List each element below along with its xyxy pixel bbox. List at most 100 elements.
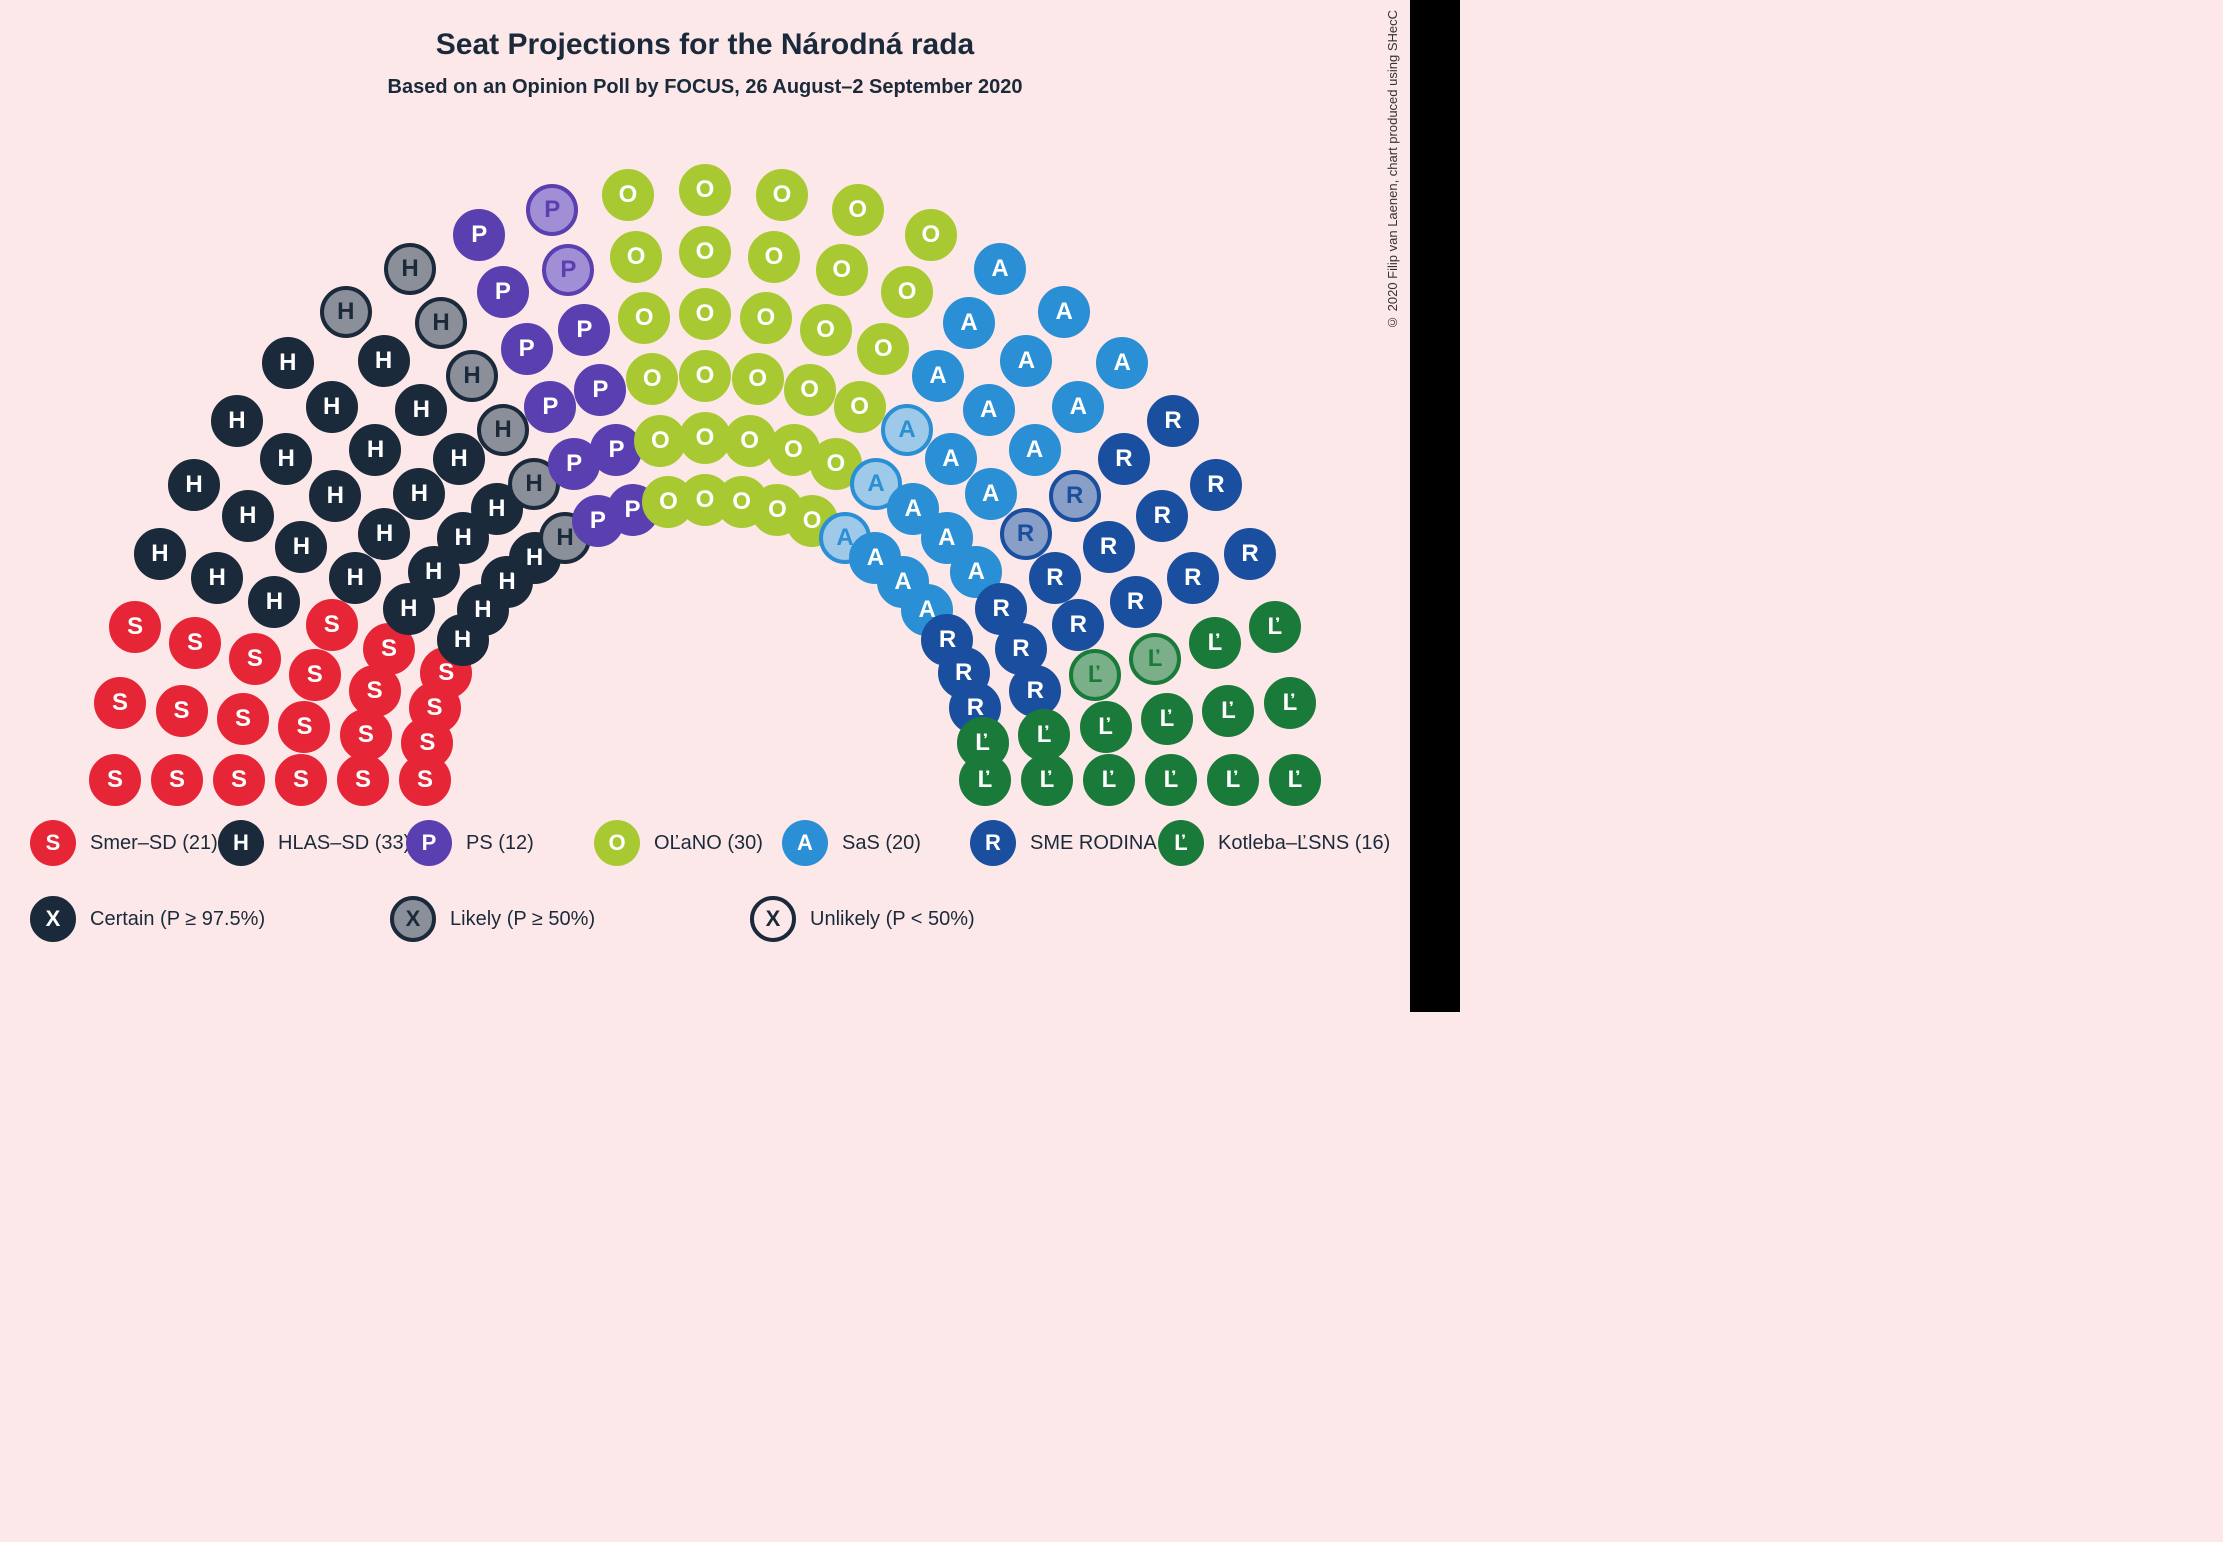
seat-r: R — [1190, 459, 1242, 511]
seat-letter: R — [1207, 473, 1224, 497]
seat-letter: O — [765, 245, 784, 269]
legend-prob-label: Certain (P ≥ 97.5%) — [90, 908, 265, 931]
seat-h: H — [222, 490, 274, 542]
legend-party-label: HLAS–SD (33) — [278, 832, 410, 855]
seat-h: H — [358, 508, 410, 560]
legend-prob-likely: X Likely (P ≥ 50%) — [390, 896, 750, 942]
seat-letter: H — [228, 409, 245, 433]
seat-letter: P — [566, 452, 582, 476]
seat-l: Ľ — [1141, 693, 1193, 745]
seat-l: Ľ — [1080, 701, 1132, 753]
legend-party-r: RSME RODINA (18) — [970, 820, 1158, 866]
seat-letter: H — [463, 364, 480, 388]
seat-h: H — [275, 521, 327, 573]
seat-l: Ľ — [1202, 685, 1254, 737]
seat-letter: P — [471, 223, 487, 247]
legend-party-a: ASaS (20) — [782, 820, 970, 866]
seat-o: O — [834, 381, 886, 433]
seat-letter: O — [773, 183, 792, 207]
seat-letter: A — [982, 482, 999, 506]
seat-o: O — [857, 323, 909, 375]
legend-prob-label: Unlikely (P < 50%) — [810, 908, 975, 931]
seat-letter: A — [905, 497, 922, 521]
seat-letter: H — [367, 438, 384, 462]
seat-letter: Ľ — [1102, 768, 1117, 792]
seat-h: H — [191, 552, 243, 604]
seat-a: A — [881, 404, 933, 456]
seat-o: O — [740, 292, 792, 344]
seat-letter: O — [921, 223, 940, 247]
seat-s: S — [169, 617, 221, 669]
seat-p: P — [542, 244, 594, 296]
legend-prob-dot: X — [30, 896, 76, 942]
seat-letter: P — [560, 258, 576, 282]
legend-prob-unlikely: X Unlikely (P < 50%) — [750, 896, 1110, 942]
seat-letter: O — [696, 302, 715, 326]
chart-title: Seat Projections for the Národná rada — [0, 28, 1410, 62]
seat-h: H — [211, 395, 263, 447]
seat-l: Ľ — [1269, 754, 1321, 806]
seat-h: H — [134, 528, 186, 580]
seat-letter: O — [635, 306, 654, 330]
seat-o: O — [602, 169, 654, 221]
seat-r: R — [1098, 433, 1150, 485]
seat-letter: A — [1114, 351, 1131, 375]
seat-s: S — [340, 709, 392, 761]
seat-letter: S — [107, 768, 123, 792]
seat-o: O — [748, 231, 800, 283]
seat-l: Ľ — [1021, 754, 1073, 806]
seat-letter: O — [850, 395, 869, 419]
seat-letter: A — [1026, 438, 1043, 462]
seat-s: S — [275, 754, 327, 806]
seat-s: S — [109, 601, 161, 653]
seat-letter: H — [454, 526, 471, 550]
legend-prob-label: Likely (P ≥ 50%) — [450, 908, 595, 931]
legend-dot: Ľ — [1158, 820, 1204, 866]
seat-p: P — [477, 266, 529, 318]
legend-party-s: SSmer–SD (21) — [30, 820, 218, 866]
seat-l: Ľ — [1207, 754, 1259, 806]
seat-letter: O — [696, 178, 715, 202]
seat-h: H — [306, 381, 358, 433]
legend-party-label: SaS (20) — [842, 832, 921, 855]
seat-letter: H — [525, 472, 542, 496]
seat-letter: S — [247, 647, 263, 671]
seat-letter: A — [938, 526, 955, 550]
seat-letter: H — [376, 522, 393, 546]
seat-letter: O — [740, 429, 759, 453]
seat-r: R — [1167, 552, 1219, 604]
seat-letter: O — [816, 318, 835, 342]
seat-s: S — [151, 754, 203, 806]
seat-letter: R — [1115, 447, 1132, 471]
seat-letter: S — [231, 768, 247, 792]
legend-probability: X Certain (P ≥ 97.5%) X Likely (P ≥ 50%) X Un… — [30, 896, 1380, 946]
seat-r: R — [1052, 599, 1104, 651]
legend-dot: R — [970, 820, 1016, 866]
seat-letter: S — [296, 715, 312, 739]
seat-letter: O — [832, 258, 851, 282]
seat-letter: H — [327, 484, 344, 508]
seat-letter: O — [643, 367, 662, 391]
seat-letter: O — [732, 490, 751, 514]
seat-letter: O — [659, 490, 678, 514]
chart-subtitle: Based on an Opinion Poll by FOCUS, 26 Au… — [0, 76, 1410, 99]
legend-dot: O — [594, 820, 640, 866]
legend-prob-dot: X — [750, 896, 796, 942]
legend-dot: S — [30, 820, 76, 866]
seat-o: O — [679, 288, 731, 340]
seat-letter: P — [592, 378, 608, 402]
seat-letter: P — [519, 337, 535, 361]
seat-letter: H — [450, 447, 467, 471]
seat-l: Ľ — [1129, 633, 1181, 685]
seat-letter: H — [185, 473, 202, 497]
seat-letter: H — [498, 570, 515, 594]
seat-letter: Ľ — [975, 731, 990, 755]
seat-o: O — [610, 231, 662, 283]
seat-letter: H — [526, 546, 543, 570]
legend-dot: H — [218, 820, 264, 866]
seat-h: H — [358, 335, 410, 387]
seat-o: O — [626, 353, 678, 405]
seat-r: R — [1049, 470, 1101, 522]
legend-prob-dot: X — [390, 896, 436, 942]
seat-letter: H — [425, 560, 442, 584]
